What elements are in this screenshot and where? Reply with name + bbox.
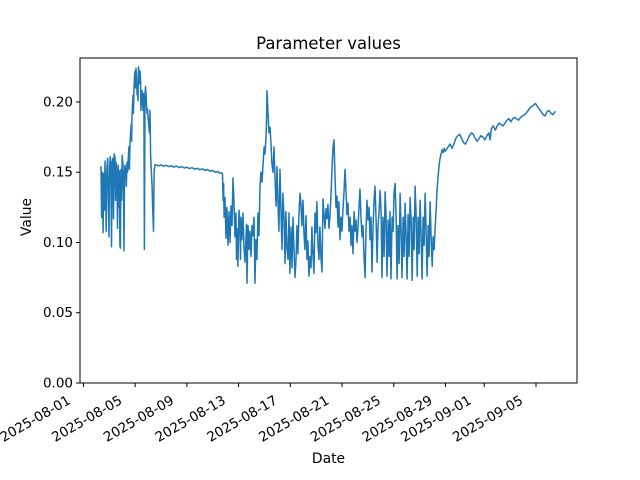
series-line <box>100 66 556 284</box>
x-axis-label: Date <box>311 451 346 467</box>
y-axis-label: Value <box>19 197 35 237</box>
y-tick-label: 0.20 <box>43 94 73 110</box>
y-tick-label: 0.15 <box>43 165 73 181</box>
y-tick-label: 0.05 <box>43 305 73 321</box>
plot-border <box>79 57 578 384</box>
y-tick-label: 0.00 <box>43 376 73 392</box>
y-tick-label: 0.10 <box>43 235 73 251</box>
chart-title: Parameter values <box>256 34 401 53</box>
